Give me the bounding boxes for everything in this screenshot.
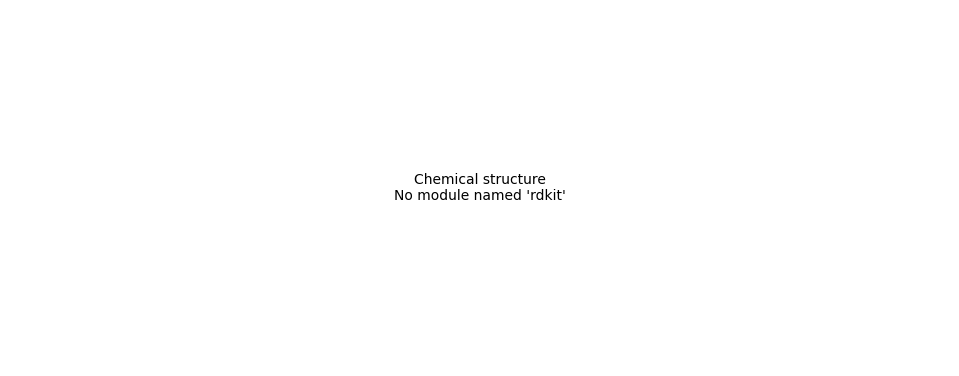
Text: Chemical structure
No module named 'rdkit': Chemical structure No module named 'rdki… (393, 173, 566, 203)
